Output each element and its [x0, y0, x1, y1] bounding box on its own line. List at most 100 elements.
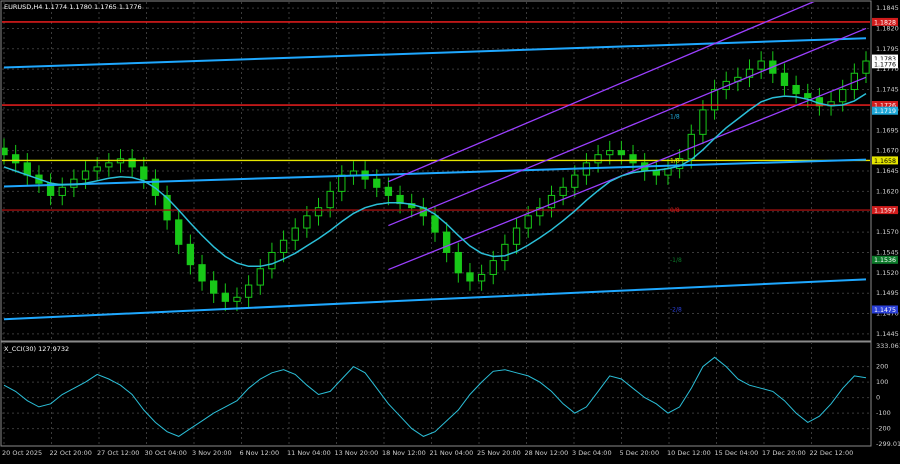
murray-level-label: 1/8: [670, 157, 680, 164]
cci-tick-label: -100: [876, 409, 891, 417]
channel-line[interactable]: [388, 27, 867, 227]
price-tag-label: 1.1536: [874, 257, 896, 264]
symbol-header: EURUSD,H4 1.1774 1.1780 1.1765 1.1776: [4, 3, 142, 11]
time-tick-label: 25 Nov 20:00: [477, 449, 521, 457]
candle: [431, 215, 439, 233]
candle: [710, 89, 719, 111]
trend-line[interactable]: [3, 158, 867, 188]
price-tick-label: 1.1645: [876, 167, 899, 175]
time-tick-label: 13 Nov 20:00: [335, 449, 379, 457]
price-tag: 1.1783: [872, 54, 898, 63]
cci-tick-label: -299.013: [876, 440, 900, 448]
candle: [384, 186, 393, 196]
candle: [256, 268, 264, 286]
cci-axis: 333.061 200 100 0 -100 -200 -299.013: [876, 342, 900, 448]
candle: [128, 158, 136, 168]
candle: [221, 292, 229, 302]
candle: [606, 150, 614, 156]
price-tick-label: 1.1495: [876, 289, 899, 297]
cci-tick-label: 100: [876, 378, 888, 386]
price-tick-label: 1.1770: [876, 65, 899, 73]
trend-line[interactable]: [3, 278, 867, 321]
price-tick-label: 1.1620: [876, 187, 899, 195]
time-tick-label: 20 Oct 2025: [2, 449, 42, 457]
price-tag: 1.1719: [872, 106, 898, 115]
price-tick-label: 1.1820: [876, 24, 899, 32]
candle: [163, 194, 171, 221]
candle: [105, 162, 113, 168]
cci-tick-label: 333.061: [876, 342, 900, 350]
candle: [198, 264, 206, 282]
candle: [81, 170, 90, 180]
price-tag-box: [872, 17, 898, 26]
candle: [780, 72, 789, 86]
cci-line: [3, 356, 867, 437]
price-tag-label: 1.1658: [874, 158, 896, 165]
candle: [594, 154, 602, 164]
price-tag: 1.1776: [872, 60, 898, 69]
time-tick-label: 5 Dec 20:00: [620, 449, 660, 457]
candle: [93, 166, 101, 172]
price-tag-box: [872, 305, 898, 314]
candle: [244, 284, 253, 298]
time-tick-label: 3 Nov 20:00: [192, 449, 232, 457]
cci-plot[interactable]: [2, 356, 870, 437]
cci-tick-label: 0: [876, 394, 880, 402]
candle: [291, 227, 299, 241]
price-tag-box: [872, 101, 898, 110]
candle: [454, 251, 462, 274]
candle: [268, 251, 276, 270]
murray-level-label: -2/8: [670, 306, 682, 313]
time-tick-label: 3 Dec 04:00: [572, 449, 612, 457]
candle: [140, 166, 148, 180]
price-tick-label: 1.1570: [876, 228, 899, 236]
candle: [792, 84, 800, 95]
candle: [862, 60, 870, 74]
main-plot[interactable]: 1/8 1/8 0/8 -1/8 -2/8: [1, 0, 870, 321]
murray-level-label: -1/8: [670, 257, 682, 264]
time-tick-label: 11 Nov 04:00: [287, 449, 331, 457]
price-tag-label: 1.1828: [874, 19, 896, 26]
candle: [745, 68, 754, 78]
candle: [617, 150, 626, 156]
candle: [70, 178, 78, 188]
candle: [804, 93, 812, 99]
price-tag-box: [872, 106, 898, 115]
price-tick-label: 1.1670: [876, 147, 899, 155]
price-tick-label: 1.1845: [876, 4, 899, 12]
channel-line[interactable]: [388, 76, 867, 271]
time-tick-label: 15 Dec 04:00: [715, 449, 759, 457]
time-tick-label: 17 Dec 20:00: [762, 449, 806, 457]
price-tick-label: 1.1795: [876, 45, 899, 53]
candle: [314, 207, 323, 217]
candle: [303, 215, 311, 229]
candle: [396, 194, 404, 205]
price-tick-label: 1.1520: [876, 269, 899, 277]
price-tag-label: 1.1597: [874, 208, 896, 215]
price-tag: 1.1536: [872, 255, 898, 264]
price-tick-label: 1.1745: [876, 86, 899, 94]
time-tick-label: 30 Oct 04:00: [145, 449, 187, 457]
channel-line[interactable]: [388, 0, 866, 183]
price-tag-box: [872, 156, 898, 165]
trend-line[interactable]: [3, 37, 867, 69]
time-tick-label: 27 Oct 12:00: [97, 449, 139, 457]
candle: [571, 174, 579, 188]
candle: [349, 170, 358, 176]
price-tick-label: 1.1695: [876, 126, 899, 134]
price-tag: 1.1475: [872, 305, 898, 314]
candle: [501, 243, 509, 262]
price-tag-label: 1.1719: [874, 108, 896, 115]
price-tag-box: [872, 54, 898, 63]
candle: [512, 227, 521, 245]
candle: [233, 296, 241, 302]
price-tag: 1.1726: [872, 101, 898, 109]
time-tick-label: 22 Dec 12:00: [810, 449, 854, 457]
candle: [210, 280, 218, 294]
candle: [559, 186, 567, 196]
murray-level-label: 1/8: [670, 113, 680, 120]
cci-tick-label: 200: [876, 363, 888, 371]
